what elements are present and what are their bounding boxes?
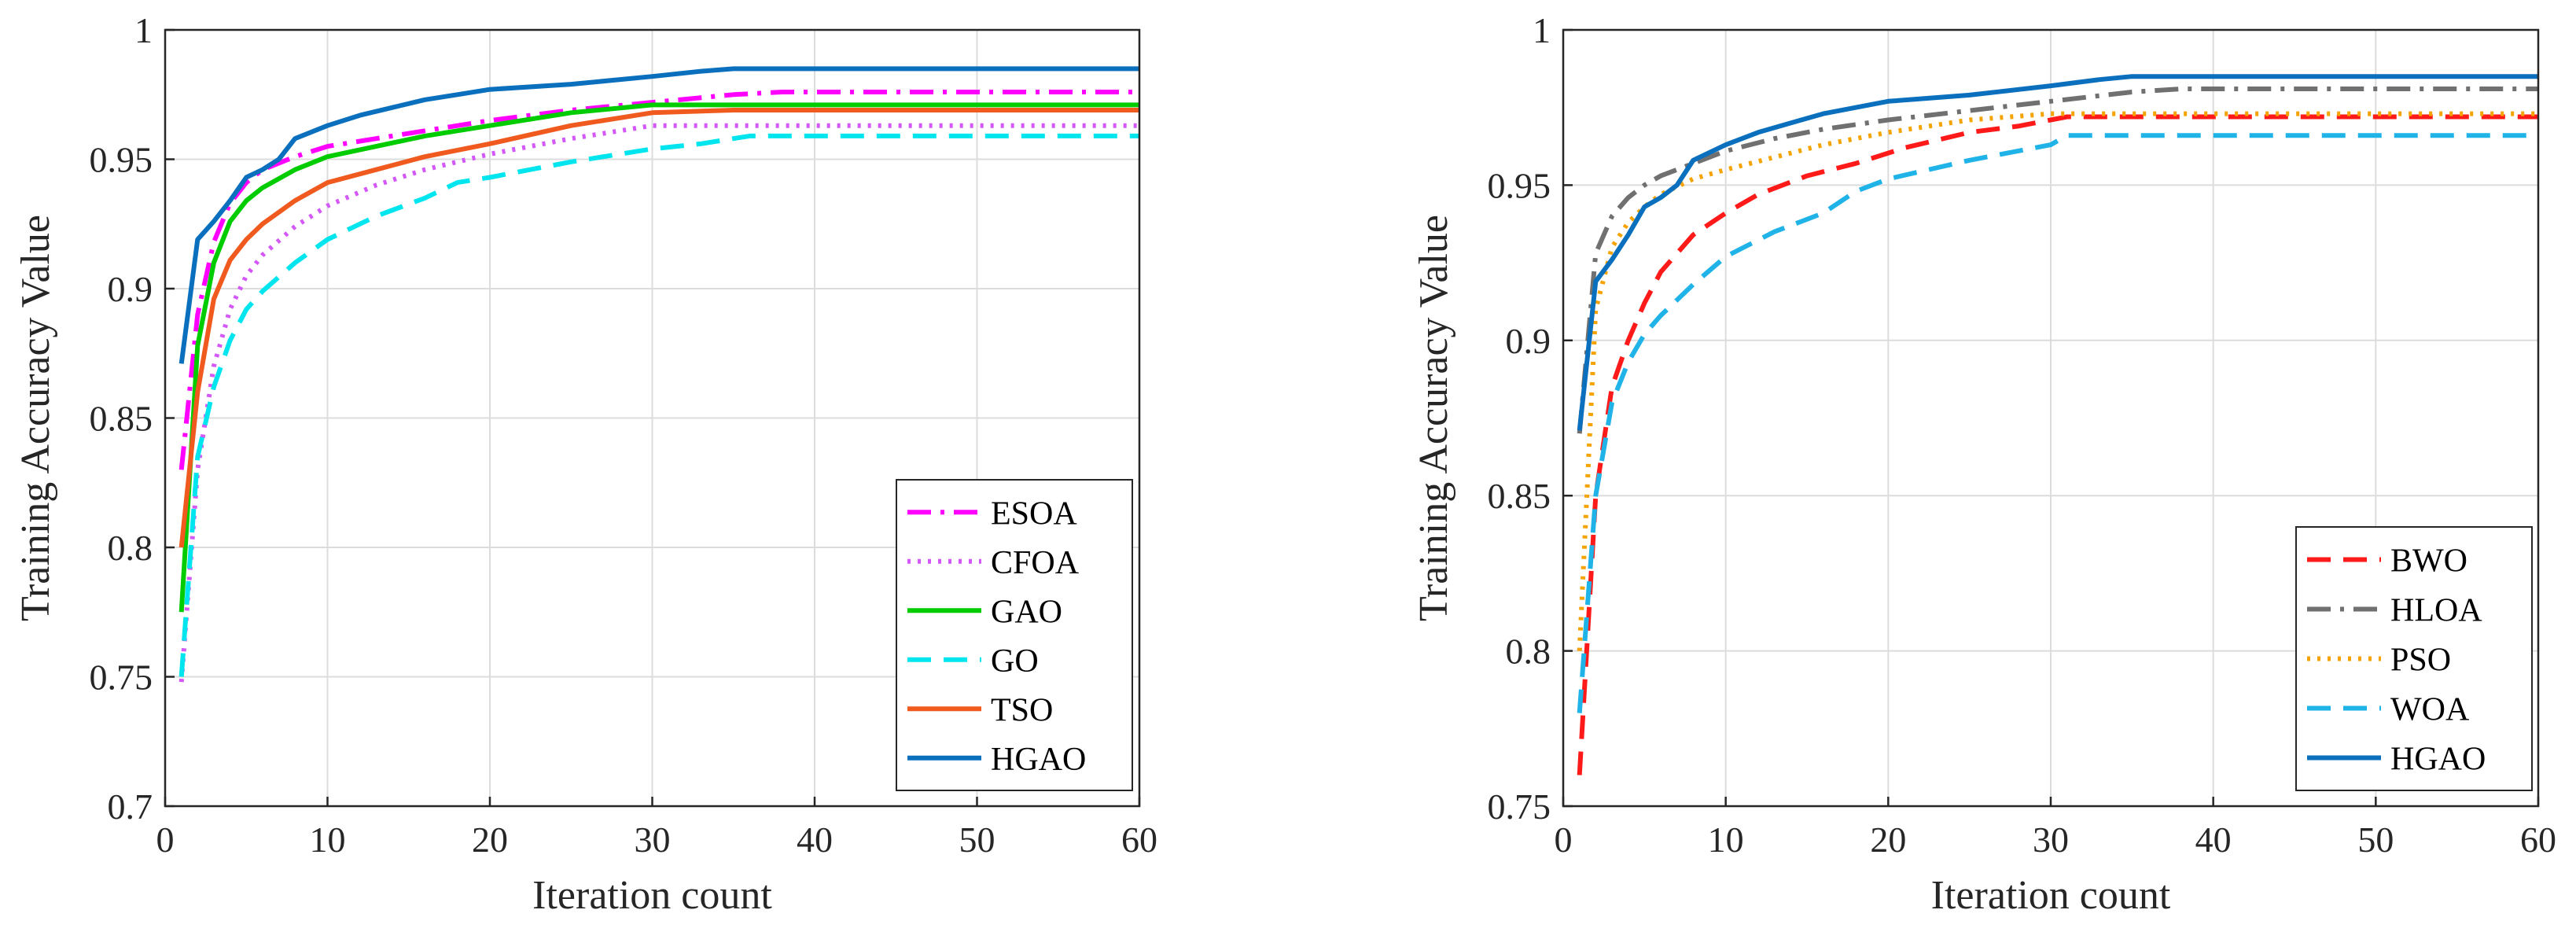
series-line-esoa: [178, 90, 1139, 470]
legend-label-pso: PSO: [2390, 643, 2451, 679]
series-line-hgao: [1577, 74, 2538, 431]
x-tick-label: 10: [1708, 820, 1744, 860]
y-tick-label: 0.9: [1506, 321, 1551, 361]
axes-frame: [164, 28, 1141, 808]
legend-label-hgao: HGAO: [991, 742, 1086, 778]
y-axis-label: Training Accuracy Value: [1411, 215, 1456, 621]
series-line-bwo: [1577, 114, 2538, 775]
x-tick-label: 30: [635, 820, 671, 860]
x-tick-label: 20: [472, 820, 508, 860]
y-tick-label: 0.8: [1506, 632, 1551, 672]
y-tick-label: 0.8: [108, 528, 153, 568]
y-tick-label: 0.75: [90, 658, 153, 698]
x-tick-label: 60: [2520, 820, 2556, 860]
x-tick-label: 0: [156, 820, 175, 860]
legend-label-go: GO: [991, 643, 1039, 680]
x-tick-label: 10: [310, 820, 346, 860]
series-line-hloa: [1577, 87, 2538, 434]
y-tick-label: 0.9: [108, 269, 153, 309]
series-line-tso: [178, 108, 1139, 548]
chart-right: 0 10 20 30 40 50 60 0.75 0.8 0.85 0.9 0.95 1 Iteratio…: [1411, 10, 2556, 918]
legend: BWO HLOA PSO WOA HGAO: [2295, 526, 2533, 791]
chart-left: 0 10 20 30 40 50 60 0.7 0.75 0.8 0.85 0.9 0.95 1 Itera…: [13, 10, 1157, 918]
legend-label-woa: WOA: [2390, 692, 2470, 728]
axes-frame: [1562, 28, 2540, 808]
y-tick-label: 1: [1533, 10, 1551, 50]
y-tick-label: 0.85: [1488, 476, 1551, 516]
x-tick-label: 60: [1121, 820, 1157, 860]
y-tick-label: 0.95: [1488, 165, 1551, 205]
legend-label-hloa: HLOA: [2390, 593, 2482, 629]
series-line-hgao: [178, 66, 1139, 364]
x-tick-label: 30: [2033, 820, 2069, 860]
x-tick-label: 50: [2357, 820, 2394, 860]
y-tick-label: 0.75: [1488, 786, 1551, 827]
series-line-gao: [178, 102, 1139, 613]
legend-box: [896, 479, 1133, 791]
y-tick-label: 1: [134, 10, 153, 50]
legend-label-esoa: ESOA: [991, 495, 1077, 532]
y-axis-label: Training Accuracy Value: [13, 215, 58, 621]
x-tick-label: 0: [1555, 820, 1573, 860]
legend-label-bwo: BWO: [2390, 543, 2467, 580]
series-line-go: [178, 133, 1139, 677]
series-line-woa: [1577, 133, 2538, 713]
x-axis-label: Iteration count: [1931, 873, 2171, 918]
x-tick-label: 40: [797, 820, 833, 860]
y-tick-label: 0.95: [90, 140, 153, 180]
legend-label-gao: GAO: [991, 594, 1062, 630]
legend-box: [2295, 526, 2533, 791]
y-tick-label: 0.7: [108, 786, 153, 827]
x-tick-label: 20: [1870, 820, 1906, 860]
legend-label-tso: TSO: [991, 692, 1053, 728]
x-tick-label: 40: [2195, 820, 2232, 860]
y-tick-label: 0.85: [90, 399, 153, 439]
x-tick-label: 50: [959, 820, 995, 860]
legend: ESOA CFOA GAO GO TSO HGAO: [896, 479, 1133, 791]
legend-label-cfoa: CFOA: [991, 545, 1080, 581]
x-axis-label: Iteration count: [532, 873, 772, 918]
legend-label-hgao: HGAO: [2390, 742, 2486, 778]
